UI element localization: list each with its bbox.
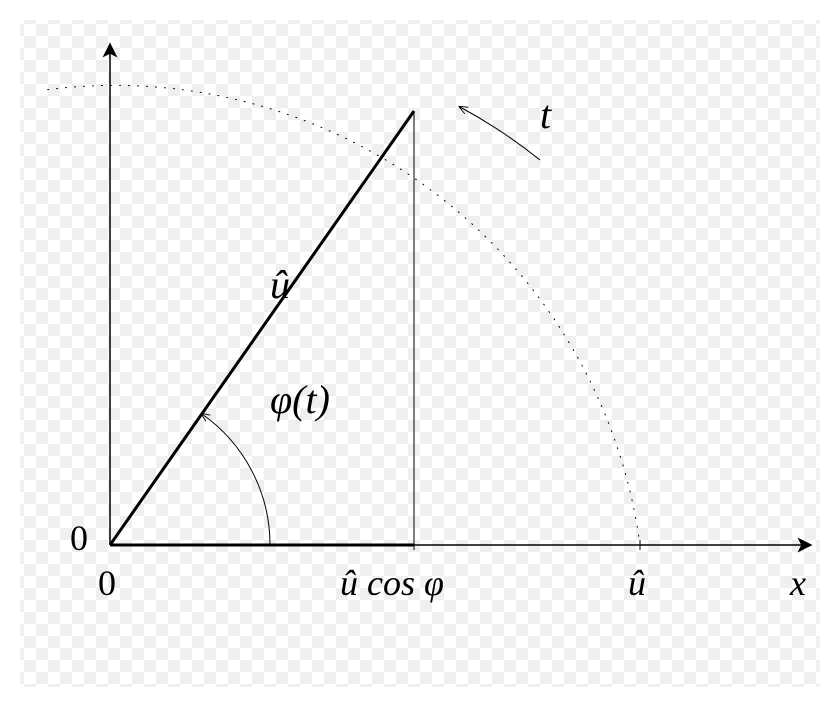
time-label: t xyxy=(540,95,551,135)
radius-arc xyxy=(45,85,640,545)
angle-label: φ(t) xyxy=(270,380,330,420)
radius-mark-label: û xyxy=(628,565,646,601)
triangle xyxy=(110,111,414,545)
t-arrow xyxy=(460,107,540,160)
projection-label: û cos φ xyxy=(340,565,444,601)
x-axis-label: x xyxy=(790,565,806,601)
diagram-canvas: 0 0 û cos φ û x û φ(t) t xyxy=(0,0,840,707)
origin-zero-y: 0 xyxy=(70,520,88,556)
angle-arc xyxy=(202,414,270,545)
vector-mag-label: û xyxy=(270,265,290,305)
origin-zero-x: 0 xyxy=(98,565,116,601)
